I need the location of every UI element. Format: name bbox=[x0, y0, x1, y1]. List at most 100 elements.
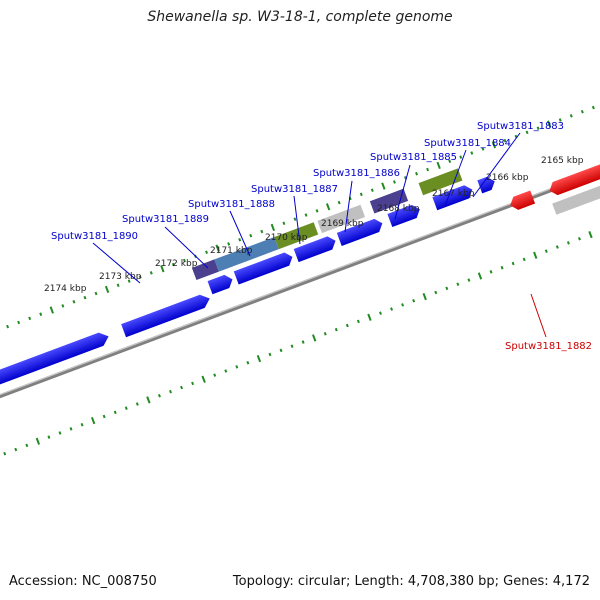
minor-tick bbox=[83, 295, 87, 300]
scale-label: 2169 kbp bbox=[321, 219, 364, 229]
major-tick bbox=[477, 272, 483, 280]
minor-tick bbox=[116, 283, 120, 288]
gene-arrow[interactable] bbox=[432, 183, 474, 211]
minor-tick bbox=[135, 402, 139, 406]
major-tick bbox=[270, 223, 276, 232]
gene-arrow[interactable] bbox=[387, 203, 422, 228]
minor-tick bbox=[290, 344, 294, 348]
feature-band[interactable] bbox=[369, 188, 409, 214]
minor-tick bbox=[260, 229, 264, 234]
minor-tick bbox=[500, 265, 504, 270]
minor-tick bbox=[113, 410, 117, 415]
gene-label[interactable]: Sputw3181_1887 bbox=[251, 184, 338, 195]
scale-label: 2168 kbp bbox=[377, 204, 420, 214]
feature-band[interactable] bbox=[274, 222, 319, 250]
minor-tick bbox=[138, 275, 142, 279]
leader-line bbox=[394, 164, 411, 220]
minor-tick bbox=[511, 261, 515, 266]
minor-tick bbox=[536, 126, 540, 130]
gene-arrow[interactable] bbox=[477, 175, 497, 194]
gene-arrow[interactable] bbox=[336, 217, 385, 246]
major-tick bbox=[215, 244, 220, 252]
label-leaders bbox=[92, 132, 521, 284]
genome-info-text: Topology: circular; Length: 4,708,380 bp… bbox=[232, 574, 590, 589]
major-tick bbox=[367, 313, 372, 321]
minor-tick bbox=[525, 130, 529, 135]
minor-tick bbox=[304, 213, 308, 217]
major-tick bbox=[146, 396, 151, 404]
map-title: Shewanella sp. W3-18-1, complete genome bbox=[147, 9, 453, 25]
minor-tick bbox=[293, 217, 297, 221]
major-tick bbox=[588, 230, 593, 239]
gene-label[interactable]: Sputw3181_1888 bbox=[188, 199, 275, 210]
minor-tick bbox=[224, 369, 228, 373]
minor-tick bbox=[503, 138, 507, 143]
leader-line bbox=[444, 149, 467, 207]
minor-tick bbox=[282, 221, 286, 226]
major-tick bbox=[436, 161, 441, 170]
minor-tick bbox=[392, 180, 396, 184]
feature-band[interactable] bbox=[191, 259, 219, 281]
minor-tick bbox=[102, 414, 106, 419]
minor-tick bbox=[448, 159, 452, 164]
gene-label[interactable]: Sputw3181_1885 bbox=[370, 152, 457, 163]
minor-tick bbox=[569, 114, 573, 118]
major-tick bbox=[256, 354, 262, 363]
leader-line bbox=[92, 242, 141, 284]
minor-tick bbox=[459, 155, 463, 159]
major-tick bbox=[201, 375, 206, 383]
minor-tick bbox=[337, 200, 341, 205]
gene-arrow[interactable] bbox=[121, 292, 212, 338]
forward-genes bbox=[0, 175, 497, 416]
minor-tick bbox=[591, 105, 595, 110]
gene-arrow[interactable] bbox=[207, 273, 235, 295]
gene-arrow[interactable] bbox=[508, 190, 536, 212]
minor-tick bbox=[434, 290, 438, 295]
leader-line bbox=[344, 180, 353, 233]
gene-arrow[interactable] bbox=[293, 234, 338, 263]
feature-band[interactable] bbox=[552, 179, 600, 215]
minor-tick bbox=[58, 431, 62, 435]
minor-tick bbox=[426, 167, 430, 172]
major-tick bbox=[547, 120, 552, 128]
minor-tick bbox=[356, 319, 360, 324]
gene-label[interactable]: Sputw3181_1883 bbox=[477, 121, 564, 132]
minor-tick bbox=[323, 332, 327, 336]
scale-inner-ticks bbox=[3, 230, 593, 456]
gene-label[interactable]: Sputw3181_1890 bbox=[51, 231, 138, 242]
minor-tick bbox=[171, 262, 175, 267]
major-tick bbox=[90, 416, 96, 425]
scale-label: 2172 kbp bbox=[155, 259, 198, 269]
reverse-genes bbox=[508, 160, 600, 215]
minor-tick bbox=[415, 171, 419, 176]
feature-band[interactable] bbox=[317, 204, 366, 234]
feature-band[interactable] bbox=[214, 237, 279, 272]
minor-tick bbox=[47, 435, 51, 439]
feature-band[interactable] bbox=[418, 168, 463, 196]
gene-label[interactable]: Sputw3181_1889 bbox=[122, 214, 209, 225]
minor-tick bbox=[61, 304, 65, 308]
gene-arrow[interactable] bbox=[547, 160, 600, 197]
gene-arrow[interactable] bbox=[0, 330, 111, 416]
gene-label[interactable]: Sputw3181_1884 bbox=[424, 138, 511, 149]
scale-label: 2173 kbp bbox=[99, 272, 142, 282]
gene-arrow[interactable] bbox=[233, 250, 295, 285]
minor-tick bbox=[445, 286, 449, 291]
scale-label: 2170 kbp bbox=[265, 233, 308, 243]
minor-tick bbox=[467, 278, 471, 282]
minor-tick bbox=[69, 427, 73, 431]
minor-tick bbox=[566, 241, 570, 245]
minor-tick bbox=[345, 323, 349, 328]
minor-tick bbox=[268, 352, 272, 357]
minor-tick bbox=[555, 245, 559, 249]
gene-label[interactable]: Sputw3181_1886 bbox=[313, 168, 400, 179]
minor-tick bbox=[17, 320, 21, 325]
scale-label: 2174 kbp bbox=[44, 284, 87, 294]
gene-label[interactable]: Sputw3181_1882 bbox=[505, 341, 592, 352]
minor-tick bbox=[279, 348, 283, 353]
minor-tick bbox=[3, 451, 7, 456]
leader-line bbox=[229, 210, 251, 257]
major-tick bbox=[104, 285, 110, 294]
minor-tick bbox=[191, 381, 195, 386]
